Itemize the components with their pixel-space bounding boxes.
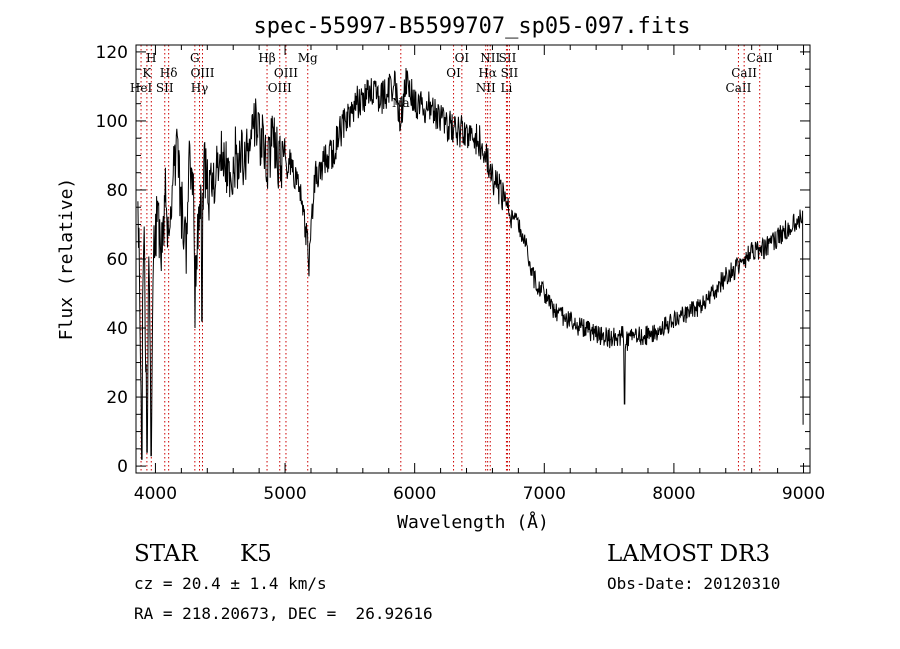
spectral-line-label: G bbox=[190, 51, 200, 65]
spectrum-series bbox=[137, 67, 804, 460]
spectral-line-label: OIII bbox=[274, 66, 298, 80]
y-tick-label: 80 bbox=[106, 181, 128, 201]
redshift-text: cz = 20.4 ± 1.4 km/s bbox=[134, 574, 327, 593]
plot-area: HeIKHSIIHδGHγOIIIHβOIIIOIIIMgNaOIOINIIHα… bbox=[96, 43, 826, 504]
spectral-line-label: Li bbox=[501, 81, 513, 95]
object-class: STAR bbox=[134, 541, 198, 567]
spectral-line-label: OIII bbox=[268, 81, 292, 95]
y-tick-label: 20 bbox=[106, 388, 128, 408]
spectral-line-label: CaII bbox=[747, 51, 773, 65]
spectral-line-label: CaII bbox=[726, 81, 752, 95]
spectral-line-label: SII bbox=[499, 51, 517, 65]
spectral-line-label: Hγ bbox=[191, 81, 209, 95]
spectral-line-label: NII bbox=[480, 51, 500, 65]
plot-frame bbox=[135, 44, 811, 474]
observation-date: Obs-Date: 20120310 bbox=[607, 574, 781, 593]
spectral-line-label: SII bbox=[156, 81, 174, 95]
spectral-line-label: NII bbox=[476, 81, 496, 95]
spectral-line-label: Hδ bbox=[160, 66, 178, 80]
coordinates-text: RA = 218.20673, DEC = 26.92616 bbox=[134, 604, 433, 623]
spectral-line-label: K bbox=[142, 66, 152, 80]
spectral-subclass: K5 bbox=[240, 541, 272, 567]
y-tick-label: 120 bbox=[96, 43, 128, 63]
y-tick-label: 40 bbox=[106, 319, 128, 339]
spectral-line-label: OIII bbox=[190, 66, 214, 80]
x-tick-label: 8000 bbox=[652, 484, 695, 504]
x-tick-label: 6000 bbox=[393, 484, 436, 504]
survey-name: LAMOST DR3 bbox=[607, 541, 771, 567]
x-tick-label: 9000 bbox=[782, 484, 825, 504]
spectral-line-label: Hα bbox=[478, 66, 497, 80]
y-tick-label: 100 bbox=[96, 112, 128, 132]
y-axis-label: Flux (relative) bbox=[56, 178, 77, 341]
spectral-line-label: H bbox=[146, 51, 156, 65]
spectral-line-label: HeI bbox=[130, 81, 153, 95]
spectral-line-label: OI bbox=[455, 51, 470, 65]
x-axis-label: Wavelength (Å) bbox=[397, 511, 549, 533]
x-tick-label: 5000 bbox=[263, 484, 306, 504]
spectral-line-label: Mg bbox=[298, 51, 318, 65]
spectral-line-label: Na bbox=[392, 96, 410, 110]
spectral-line-label: Hβ bbox=[258, 51, 275, 65]
x-tick-label: 4000 bbox=[134, 484, 177, 504]
y-tick-label: 0 bbox=[117, 457, 128, 477]
spectral-line-label: CaII bbox=[731, 66, 757, 80]
x-tick-label: 7000 bbox=[523, 484, 566, 504]
chart-title: spec-55997-B5599707_sp05-097.fits bbox=[253, 14, 690, 39]
spectral-line-label: OI bbox=[446, 66, 461, 80]
spectral-line-label: SII bbox=[501, 66, 519, 80]
y-tick-label: 60 bbox=[106, 250, 128, 270]
